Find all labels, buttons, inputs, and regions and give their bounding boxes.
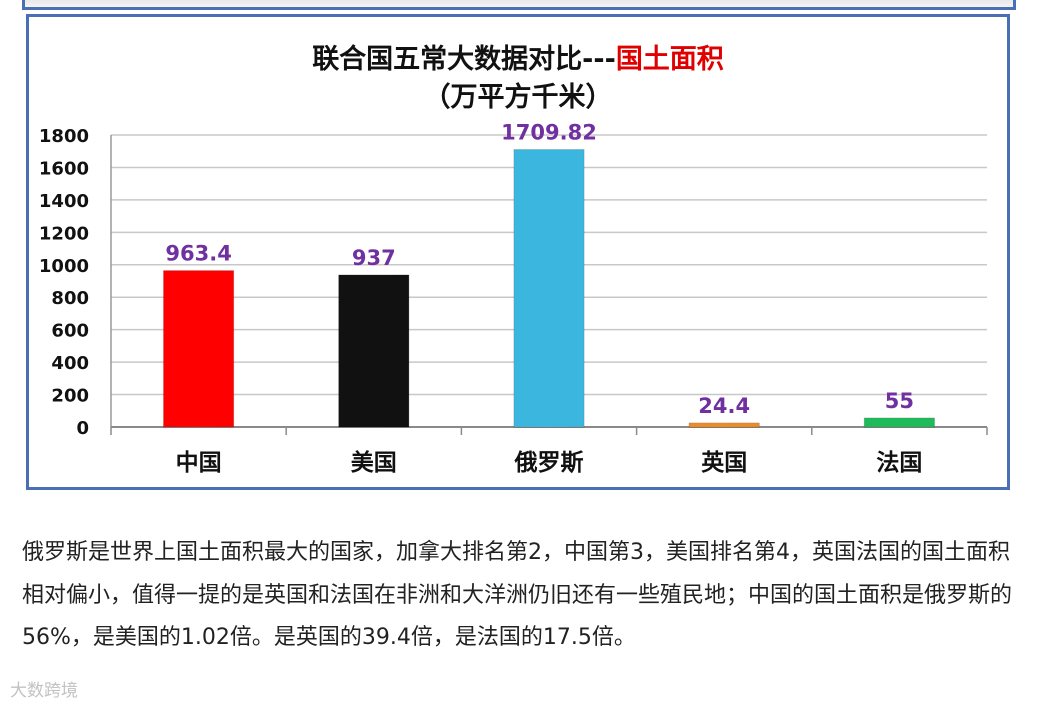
x-category-label: 俄罗斯 bbox=[514, 449, 584, 476]
bar-value-label: 1709.82 bbox=[501, 121, 597, 145]
bar-shading bbox=[163, 270, 234, 427]
bar-value-label: 24.4 bbox=[698, 394, 750, 418]
watermark-text: 大数跨境 bbox=[10, 681, 78, 701]
previous-image-strip bbox=[22, 0, 1016, 10]
chart-subtitle: （万平方千米） bbox=[423, 82, 613, 113]
y-tick-label: 1400 bbox=[39, 191, 89, 212]
bar-shading bbox=[689, 423, 760, 427]
x-category-label: 美国 bbox=[351, 449, 397, 476]
bar-shading bbox=[338, 274, 409, 427]
chart-title: 联合国五常大数据对比---国土面积 bbox=[29, 37, 1007, 76]
y-tick-label: 600 bbox=[51, 321, 89, 342]
bar-chart: 0 200 400 600 800 1000 1200 1400 1600 1800 963.4 中国… bbox=[39, 121, 988, 476]
y-tick-label: 1800 bbox=[39, 126, 89, 147]
bar-shading bbox=[864, 418, 935, 427]
article-paragraph: 俄罗斯是世界上国土面积最大的国家，加拿大排名第2，中国第3，美国排名第4，英国法… bbox=[22, 540, 1013, 650]
x-category-label: 英国 bbox=[701, 449, 747, 476]
chart-title-highlight: 国土面积 bbox=[615, 44, 724, 75]
bar-value-label: 937 bbox=[352, 246, 396, 270]
y-tick-label: 0 bbox=[76, 418, 89, 439]
y-tick-label: 200 bbox=[51, 386, 89, 407]
y-tick-label: 400 bbox=[51, 353, 89, 374]
x-category-label: 中国 bbox=[176, 450, 222, 476]
chart-frame: 联合国五常大数据对比---国土面积 （万平方千米） 0 200 400 600 800 1… bbox=[26, 14, 1010, 490]
x-category-label: 法国 bbox=[876, 450, 922, 476]
y-tick-label: 800 bbox=[51, 288, 89, 309]
y-tick-label: 1200 bbox=[39, 223, 89, 244]
bar-value-label: 55 bbox=[885, 389, 914, 413]
chart-title-main: 联合国五常大数据对比--- bbox=[312, 44, 616, 75]
bar-value-label: 963.4 bbox=[165, 242, 231, 266]
y-tick-label: 1600 bbox=[39, 158, 89, 179]
watermark: 大数跨境 bbox=[10, 676, 78, 701]
y-tick-label: 1000 bbox=[39, 256, 89, 277]
bar-shading bbox=[514, 149, 584, 427]
